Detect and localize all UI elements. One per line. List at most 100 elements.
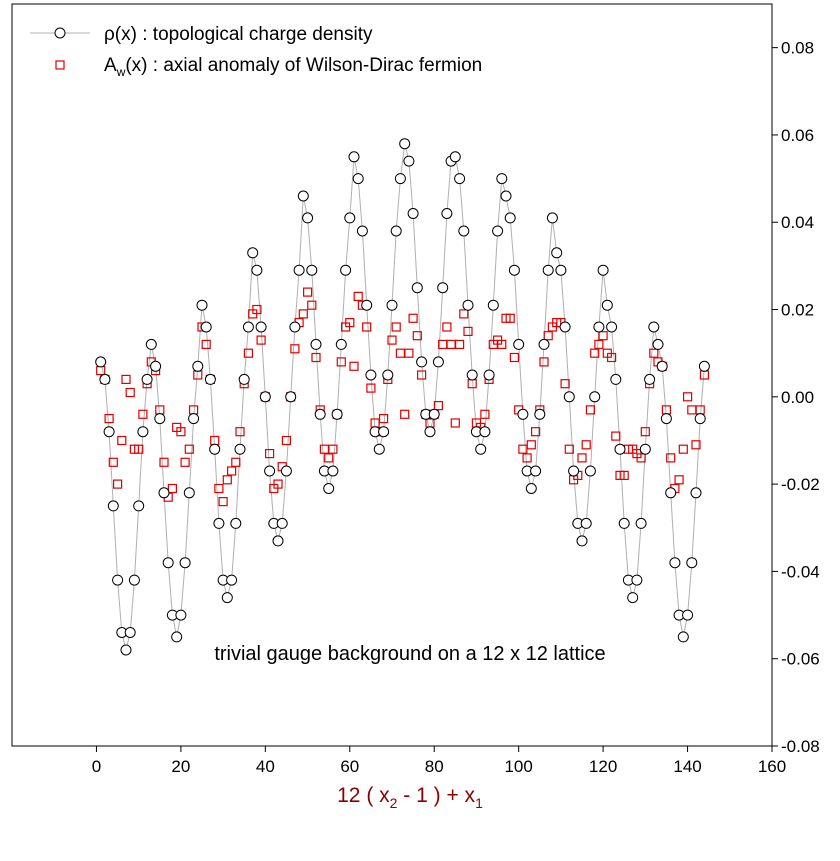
rho-point [394, 173, 406, 185]
aw-point [577, 453, 587, 463]
rho-point [285, 391, 297, 403]
rho-point [276, 517, 288, 529]
rho-point [112, 574, 124, 586]
aw-point [497, 339, 507, 349]
x-tick-label: 60 [340, 757, 359, 776]
aw-point [121, 374, 131, 384]
rho-point [475, 443, 487, 455]
aw-point [324, 453, 334, 463]
rho-point [466, 369, 478, 381]
rho-point [188, 413, 200, 425]
aw-point [298, 309, 308, 319]
aw-point [395, 348, 405, 358]
rho-point [289, 321, 301, 333]
rho-point [597, 264, 609, 276]
x-axis-label-sub1: 2 [390, 795, 398, 811]
x-axis-label: 12 ( x2 - 1 ) + x1 [337, 784, 483, 811]
x-tick-label: 0 [92, 757, 101, 776]
rho-point [204, 373, 216, 385]
aw-point [522, 453, 532, 463]
rho-point [530, 465, 542, 477]
rho-point [120, 644, 132, 656]
rho-point [242, 321, 254, 333]
rho-point [192, 360, 204, 372]
x-tick-label: 140 [673, 757, 701, 776]
rho-point [399, 138, 411, 150]
rho-point [209, 443, 221, 455]
aw-point [336, 357, 346, 367]
rho-series-line [100, 143, 705, 651]
aw-point [636, 453, 646, 463]
rho-point [644, 373, 656, 385]
aw-point [408, 313, 418, 323]
aw-point [674, 475, 684, 485]
rho-point [323, 483, 335, 494]
rho-point [424, 426, 436, 438]
rho-point [200, 321, 212, 333]
rho-point [179, 557, 191, 569]
rho-point [580, 517, 592, 529]
x-tick-label: 120 [589, 757, 617, 776]
rho-point [162, 557, 174, 569]
aw-point [180, 457, 190, 467]
aw-point [417, 370, 427, 380]
aw-point [649, 348, 659, 358]
aw-point [134, 444, 144, 454]
rho-point [492, 225, 504, 237]
rho-point [150, 360, 162, 372]
aw-point [138, 409, 148, 419]
aw-point [366, 383, 376, 393]
rho-point [698, 360, 710, 372]
rho-point [551, 247, 563, 259]
rho-point [272, 535, 284, 547]
aw-point [526, 440, 536, 450]
rho-point [137, 426, 149, 438]
aw-point [400, 409, 410, 419]
aw-point [159, 457, 169, 467]
rho-point [293, 264, 305, 276]
aw-point [585, 405, 596, 415]
rho-point [133, 500, 145, 512]
rho-point [601, 299, 613, 311]
aw-point [290, 344, 300, 354]
rho-point [171, 631, 183, 643]
aw-point [303, 287, 313, 297]
rho-point [238, 373, 250, 385]
y-tick-label: 0.00 [781, 388, 814, 407]
rho-point [639, 443, 651, 455]
aw-point [387, 335, 397, 345]
rho-point [344, 212, 356, 224]
rho-point [361, 299, 373, 311]
rho-point [500, 190, 512, 202]
aw-point [176, 427, 186, 437]
rho-point [302, 212, 314, 224]
rho-point [563, 391, 575, 403]
rho-point [652, 338, 664, 350]
rho-point [593, 321, 605, 333]
aw-point [345, 318, 355, 328]
x-tick-label: 80 [425, 757, 444, 776]
rho-point [226, 574, 238, 586]
aw-point [450, 418, 460, 428]
rho-line [100, 143, 705, 651]
legend-aw-label-base: A [104, 55, 117, 76]
legend-aw-marker [55, 60, 65, 70]
y-tick-label: 0.04 [781, 213, 814, 232]
y-tick-label: -0.04 [781, 562, 820, 581]
rho-point [606, 321, 618, 333]
y-tick-label: 0.08 [781, 39, 814, 58]
rho-point [487, 299, 499, 311]
rho-point [555, 264, 567, 276]
aw-point [273, 479, 283, 489]
aw-point [281, 435, 291, 446]
aw-point [311, 352, 321, 363]
aw-point [265, 449, 275, 459]
rho-point [403, 155, 415, 167]
aw-point [256, 335, 266, 345]
rho-point [196, 299, 208, 311]
x-axis: 0 20 40 60 80 100 120 140 160 [92, 746, 786, 776]
aw-point [227, 466, 237, 476]
y-axis: -0.08 -0.06 -0.04 -0.02 0.00 0.02 0.04 0.06 0.08 [772, 39, 820, 756]
aw-point [349, 361, 359, 371]
rho-point [584, 465, 596, 477]
